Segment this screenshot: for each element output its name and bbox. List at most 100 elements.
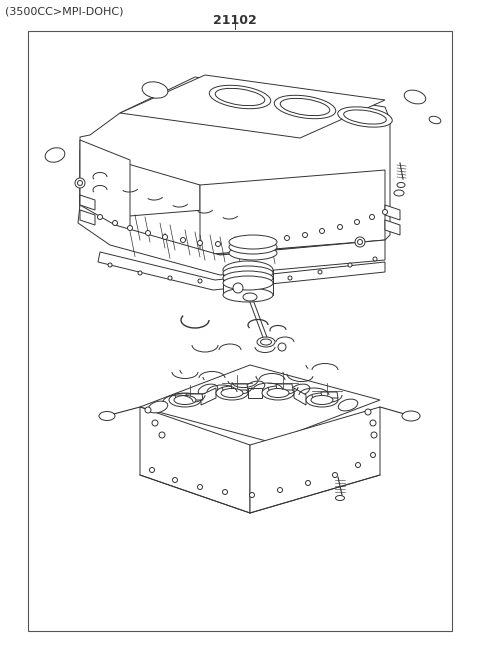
Circle shape	[320, 229, 324, 233]
Ellipse shape	[274, 95, 336, 119]
Circle shape	[358, 240, 362, 244]
Ellipse shape	[404, 90, 426, 104]
Circle shape	[77, 181, 83, 185]
Ellipse shape	[245, 381, 265, 393]
Circle shape	[370, 420, 376, 426]
Circle shape	[251, 240, 255, 246]
Polygon shape	[98, 252, 385, 290]
Ellipse shape	[142, 82, 168, 98]
Ellipse shape	[267, 388, 289, 398]
Circle shape	[288, 276, 292, 280]
Circle shape	[365, 409, 371, 415]
Ellipse shape	[280, 98, 330, 116]
Circle shape	[373, 257, 377, 261]
Ellipse shape	[243, 293, 257, 301]
Polygon shape	[201, 388, 216, 405]
Circle shape	[383, 210, 387, 214]
Ellipse shape	[397, 183, 405, 187]
Polygon shape	[80, 140, 130, 240]
Circle shape	[108, 263, 112, 267]
Ellipse shape	[429, 117, 441, 124]
Polygon shape	[80, 205, 385, 255]
Ellipse shape	[402, 411, 420, 421]
Circle shape	[198, 279, 202, 283]
Circle shape	[168, 276, 172, 280]
Ellipse shape	[148, 401, 168, 413]
Circle shape	[250, 493, 254, 498]
Circle shape	[333, 472, 337, 477]
Ellipse shape	[262, 386, 294, 400]
Polygon shape	[80, 77, 390, 255]
Circle shape	[318, 270, 322, 274]
Circle shape	[163, 234, 168, 240]
Text: (3500CC>MPI-DOHC): (3500CC>MPI-DOHC)	[5, 7, 123, 17]
Polygon shape	[248, 297, 268, 340]
Polygon shape	[385, 205, 400, 220]
Polygon shape	[80, 195, 95, 210]
Circle shape	[285, 236, 289, 240]
Polygon shape	[200, 170, 385, 255]
Circle shape	[228, 281, 232, 285]
Circle shape	[278, 343, 286, 351]
Circle shape	[172, 477, 178, 483]
Polygon shape	[140, 365, 380, 442]
Ellipse shape	[216, 386, 248, 400]
Ellipse shape	[198, 384, 218, 396]
Polygon shape	[231, 384, 248, 390]
Circle shape	[258, 280, 262, 284]
Circle shape	[180, 238, 185, 242]
Circle shape	[197, 240, 203, 246]
Circle shape	[138, 271, 142, 275]
Polygon shape	[294, 388, 306, 405]
Bar	[28, 31, 452, 631]
Circle shape	[152, 420, 158, 426]
Circle shape	[356, 462, 360, 468]
Circle shape	[302, 233, 308, 238]
Ellipse shape	[223, 276, 273, 290]
Ellipse shape	[306, 393, 338, 407]
Ellipse shape	[336, 495, 345, 500]
Ellipse shape	[338, 399, 358, 411]
Ellipse shape	[394, 190, 404, 196]
Polygon shape	[140, 407, 250, 513]
Ellipse shape	[344, 110, 386, 124]
Polygon shape	[186, 394, 203, 400]
Polygon shape	[120, 75, 385, 138]
Ellipse shape	[223, 266, 273, 280]
Circle shape	[355, 237, 365, 247]
Circle shape	[337, 225, 343, 229]
Ellipse shape	[257, 337, 275, 347]
Circle shape	[75, 178, 85, 188]
Polygon shape	[321, 392, 338, 398]
Ellipse shape	[338, 107, 392, 127]
Polygon shape	[80, 150, 200, 255]
Polygon shape	[250, 407, 380, 513]
Ellipse shape	[229, 240, 277, 254]
Circle shape	[233, 283, 243, 293]
Ellipse shape	[174, 396, 196, 405]
Polygon shape	[223, 270, 273, 295]
Circle shape	[216, 242, 220, 246]
Circle shape	[149, 468, 155, 472]
Ellipse shape	[311, 396, 333, 405]
Polygon shape	[78, 205, 385, 275]
Circle shape	[267, 238, 273, 244]
Ellipse shape	[45, 148, 65, 162]
Ellipse shape	[169, 393, 201, 407]
Polygon shape	[248, 388, 262, 398]
Ellipse shape	[290, 384, 310, 396]
Circle shape	[223, 489, 228, 495]
Circle shape	[277, 487, 283, 493]
Polygon shape	[80, 210, 95, 225]
Circle shape	[305, 481, 311, 485]
Ellipse shape	[223, 288, 273, 302]
Ellipse shape	[221, 388, 243, 398]
Ellipse shape	[209, 85, 271, 109]
Circle shape	[128, 225, 132, 231]
Circle shape	[112, 221, 118, 225]
Circle shape	[159, 432, 165, 438]
Circle shape	[97, 214, 103, 219]
Ellipse shape	[229, 235, 277, 249]
Circle shape	[355, 219, 360, 225]
Circle shape	[145, 231, 151, 236]
